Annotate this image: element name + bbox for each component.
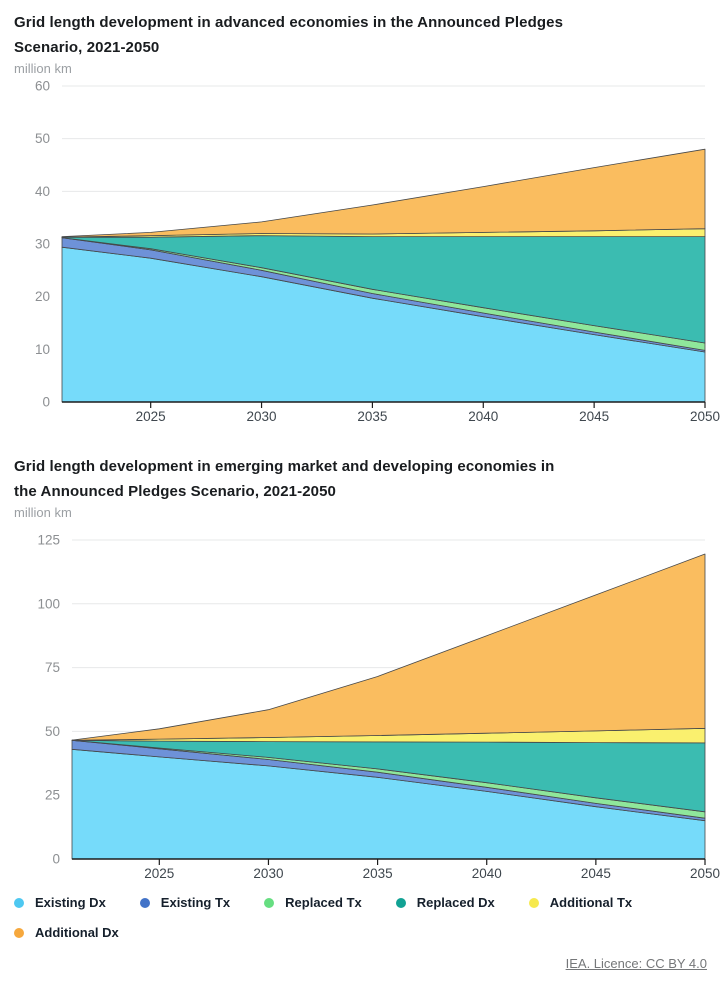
legend-dot-additional-dx	[14, 927, 24, 938]
emde-chart-header: Grid length development in emerging mark…	[0, 432, 721, 521]
legend-label: Existing Tx	[160, 895, 231, 910]
x-axis-tick-label: 2035	[363, 866, 393, 881]
x-axis-tick-label: 2035	[357, 409, 387, 424]
y-axis-tick-label: 20	[35, 289, 50, 304]
chart-title-line-1: Grid length development in emerging mark…	[14, 458, 555, 475]
y-axis-tick-label: 125	[37, 533, 60, 548]
legend-label: Replaced Tx	[285, 895, 362, 910]
page-title: Grid length development in advanced econ…	[14, 10, 705, 60]
y-axis-unit-label: million km	[14, 61, 72, 76]
y-axis-tick-label: 60	[35, 79, 50, 94]
x-axis-tick-label: 2030	[253, 866, 283, 881]
area-additional-dx	[61, 148, 706, 238]
y-axis-tick-label: 40	[35, 184, 50, 199]
y-axis-tick-label: 50	[35, 131, 50, 146]
legend-item-additional-tx[interactable]: Additional Tx	[528, 895, 633, 910]
chart-title-line-2: the Announced Pledges Scenario, 2021-205…	[14, 483, 336, 500]
x-axis-tick-label: 2040	[472, 866, 502, 881]
legend-dot-existing-tx	[139, 897, 150, 908]
legend-item-replaced-dx[interactable]: Replaced Dx	[395, 895, 495, 910]
legend-item-existing-tx[interactable]: Existing Tx	[139, 895, 231, 910]
y-axis-unit-label: million km	[14, 505, 72, 520]
x-axis-tick-label: 2050	[690, 409, 720, 424]
y-axis-tick-label: 25	[45, 788, 60, 803]
licence-link[interactable]: IEA. Licence: CC BY 4.0	[565, 956, 707, 971]
y-axis-tick-label: 75	[45, 660, 60, 675]
y-axis-tick-label: 10	[35, 342, 50, 357]
chart-title-line-2: Scenario, 2021-2050	[14, 39, 160, 56]
legend-dot-replaced-dx	[395, 897, 406, 908]
legend-label: Replaced Dx	[416, 895, 495, 910]
x-axis-tick-label: 2040	[468, 409, 498, 424]
x-axis-tick-label: 2045	[581, 866, 611, 881]
legend-item-existing-dx[interactable]: Existing Dx	[14, 895, 106, 910]
legend-label: Additional Tx	[549, 895, 633, 910]
footer: IEA. Licence: CC BY 4.0	[0, 940, 721, 971]
emde-stacked-area-chart: 0 25 50 75 100 125 2025 2030 2035 2040 2045 2050	[37, 533, 720, 882]
x-axis-tick-label: 2045	[579, 409, 609, 424]
y-axis-tick-label: 100	[37, 596, 60, 611]
legend-dot-additional-tx	[528, 897, 539, 908]
x-axis-tick-label: 2030	[247, 409, 277, 424]
x-axis-tick-label: 2025	[136, 409, 166, 424]
area-additional-dx	[71, 553, 706, 741]
x-axis-tick-label: 2050	[690, 866, 720, 881]
legend-label: Additional Dx	[35, 925, 119, 940]
y-axis-tick-label: 30	[35, 237, 50, 252]
y-axis-tick-label: 0	[42, 395, 50, 410]
chart-title-line-1: Grid length development in advanced econ…	[14, 14, 564, 31]
advanced-economies-chart-header: Grid length development in advanced econ…	[0, 0, 721, 77]
emde-chart-title: Grid length development in emerging mark…	[14, 454, 705, 504]
legend-label: Existing Dx	[35, 895, 106, 910]
legend-dot-existing-dx	[14, 897, 24, 908]
chart-legend: Existing Dx Existing Tx Replaced Tx Replace…	[0, 881, 668, 940]
x-axis-tick-label: 2025	[144, 866, 174, 881]
legend-dot-replaced-tx	[264, 897, 275, 908]
legend-item-additional-dx[interactable]: Additional Dx	[14, 925, 119, 940]
legend-item-replaced-tx[interactable]: Replaced Tx	[264, 895, 362, 910]
y-axis-tick-label: 0	[52, 852, 60, 867]
y-axis-tick-label: 50	[45, 724, 60, 739]
